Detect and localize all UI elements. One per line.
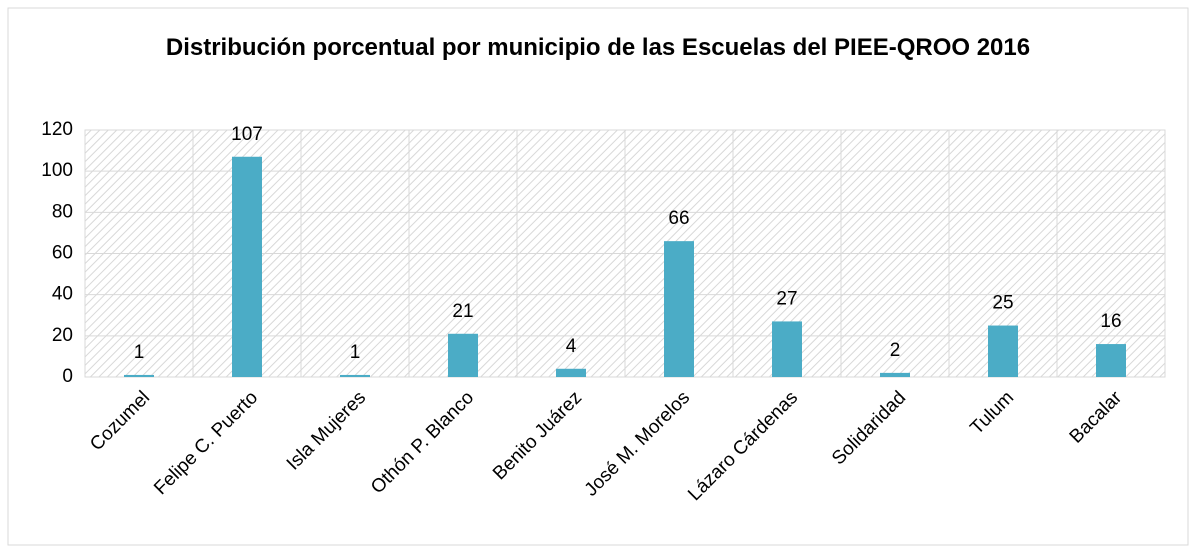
chart-title: Distribución porcentual por municipio de… [165,34,1031,61]
y-tick-label: 120 [41,119,73,140]
y-tick-label: 60 [52,243,73,264]
data-label: 4 [566,336,577,357]
y-tick-label: 100 [41,160,73,181]
bar [1096,344,1126,377]
y-tick-label: 20 [52,325,73,346]
y-tick-label: 80 [52,201,73,222]
data-label: 27 [776,288,797,309]
data-label: 1 [350,342,361,363]
data-label: 2 [890,340,901,361]
bar [448,333,478,377]
bar [124,374,154,377]
bar [664,241,694,377]
data-label: 107 [231,124,263,145]
bar [556,368,586,377]
y-tick-label: 40 [52,284,73,305]
y-tick-label: 0 [62,366,73,387]
bar [340,374,370,377]
data-label: 25 [992,293,1013,314]
data-label: 66 [668,208,689,229]
bar [880,372,910,377]
bar [988,325,1018,377]
data-label: 21 [452,301,473,322]
data-label: 16 [1100,311,1121,332]
bar [232,156,262,377]
bar [772,321,802,377]
data-label: 1 [134,342,145,363]
